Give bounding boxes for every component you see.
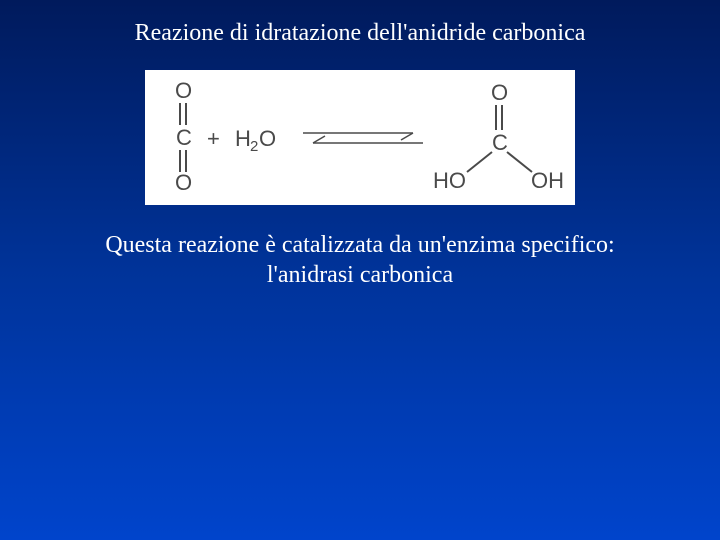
caption-line-2: l'anidrasi carbonica <box>267 262 453 288</box>
atom-c-co2: C <box>176 125 192 150</box>
h2o-H: H <box>235 126 251 151</box>
slide: Reazione di idratazione dell'anidride ca… <box>0 0 720 540</box>
caption-line-1: Questa reazione è catalizzata da un'enzi… <box>105 232 614 258</box>
h2o-O: O <box>259 126 276 151</box>
reaction-box: O C O + H 2 O <box>145 70 575 205</box>
slide-title: Reazione di idratazione dell'anidride ca… <box>0 20 720 47</box>
reaction-diagram: O C O + H 2 O <box>145 70 575 205</box>
prod-o-top: O <box>491 80 508 105</box>
prod-c: C <box>492 130 508 155</box>
plus-sign: + <box>207 126 220 151</box>
equilibrium-arrow-icon <box>303 133 423 143</box>
prod-bond-left <box>467 152 492 172</box>
prod-bond-right <box>507 152 532 172</box>
h2o-sub2: 2 <box>250 138 258 155</box>
slide-caption: Questa reazione è catalizzata da un'enzi… <box>0 230 720 290</box>
atom-o-bottom: O <box>175 170 192 195</box>
prod-oh-right: OH <box>531 168 564 193</box>
atom-o-top: O <box>175 78 192 103</box>
prod-ho-left: HO <box>433 168 466 193</box>
